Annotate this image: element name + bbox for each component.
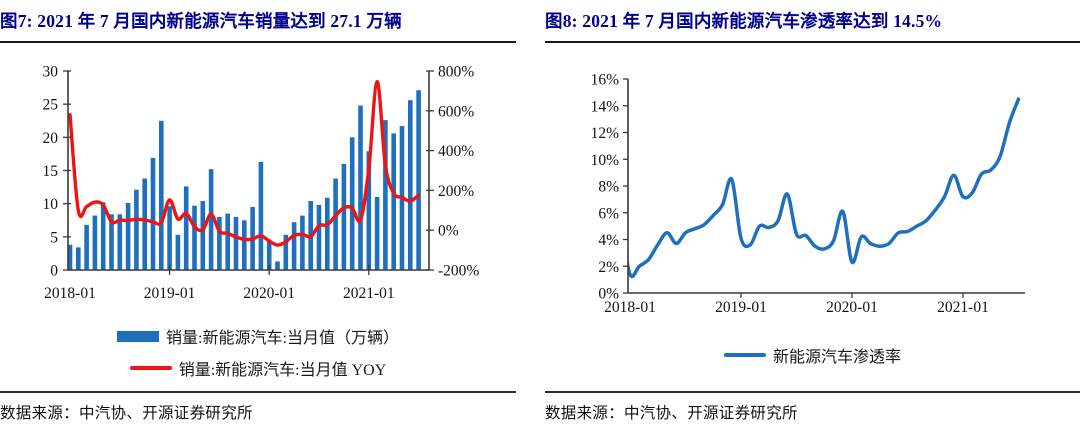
svg-text:2%: 2% <box>598 259 619 276</box>
figure8-data-source: 数据来源：中汽协、开源证券研究所 <box>545 391 1080 423</box>
figure8-line-chart: 0% 2% 4% 6% 8% 10% 12% 14% 16% 2018-01 2019-01 2020… <box>591 72 1025 316</box>
legend-label-yoy: 销量:新能源汽车:当月值 YOY <box>178 362 387 379</box>
svg-text:2019-01: 2019-01 <box>715 299 767 316</box>
figure7-panel: 图7: 2021 年 7 月国内新能源汽车销量达到 27.1 万辆 0 5 10 15… <box>0 0 516 442</box>
svg-text:2020-01: 2020-01 <box>826 299 878 316</box>
legend-label-sales: 销量:新能源汽车:当月值（万辆） <box>166 330 399 347</box>
svg-text:600%: 600% <box>438 103 474 120</box>
svg-text:400%: 400% <box>438 143 474 160</box>
svg-text:12%: 12% <box>591 125 620 142</box>
svg-text:10%: 10% <box>591 152 620 169</box>
figure8-legend: 新能源汽车渗透率 <box>545 343 1080 367</box>
svg-text:20: 20 <box>43 130 59 147</box>
svg-text:-200%: -200% <box>438 263 479 280</box>
svg-text:25: 25 <box>43 97 59 114</box>
svg-text:2021-01: 2021-01 <box>343 285 395 302</box>
svg-text:30: 30 <box>43 64 59 81</box>
svg-text:5: 5 <box>50 229 58 246</box>
svg-text:16%: 16% <box>591 72 620 89</box>
legend-item-yoy: 销量:新能源汽车:当月值 YOY <box>129 356 387 380</box>
blue-line-swatch-icon <box>723 353 766 357</box>
svg-text:4%: 4% <box>598 232 619 249</box>
svg-text:800%: 800% <box>438 64 474 81</box>
figure7-data-source: 数据来源：中汽协、开源证券研究所 <box>0 391 516 423</box>
svg-text:14%: 14% <box>591 98 620 115</box>
svg-text:2021-01: 2021-01 <box>937 299 989 316</box>
legend-label-penetration: 新能源汽车渗透率 <box>772 349 901 366</box>
bar-series-swatch-icon <box>117 330 160 342</box>
svg-text:0%: 0% <box>438 223 459 240</box>
figure8-panel: 图8: 2021 年 7 月国内新能源汽车渗透率达到 14.5% 0% 2% 4% 6… <box>545 0 1080 442</box>
svg-text:2019-01: 2019-01 <box>144 285 196 302</box>
svg-text:15: 15 <box>43 163 59 180</box>
svg-text:2020-01: 2020-01 <box>243 285 295 302</box>
red-line-swatch-icon <box>129 366 172 370</box>
svg-text:8%: 8% <box>598 179 619 196</box>
legend-item-penetration: 新能源汽车渗透率 <box>723 343 901 367</box>
svg-text:10: 10 <box>43 196 59 213</box>
svg-text:2018-01: 2018-01 <box>44 285 96 302</box>
legend-item-sales: 销量:新能源汽车:当月值（万辆） <box>117 324 399 348</box>
svg-text:0%: 0% <box>598 286 619 303</box>
figure7-legend: 销量:新能源汽车:当月值（万辆） 销量:新能源汽车:当月值 YOY <box>0 324 516 380</box>
svg-text:6%: 6% <box>598 205 619 222</box>
figure8-title: 图8: 2021 年 7 月国内新能源汽车渗透率达到 14.5% <box>545 0 1080 43</box>
figure7-title: 图7: 2021 年 7 月国内新能源汽车销量达到 27.1 万辆 <box>0 0 516 43</box>
svg-text:200%: 200% <box>438 183 474 200</box>
figure7-combo-chart: 0 5 10 15 20 25 30 800% 600% 400% 200% 0% -200% 2018-… <box>43 64 480 303</box>
svg-text:0: 0 <box>50 263 58 280</box>
svg-text:2018-01: 2018-01 <box>604 299 656 316</box>
